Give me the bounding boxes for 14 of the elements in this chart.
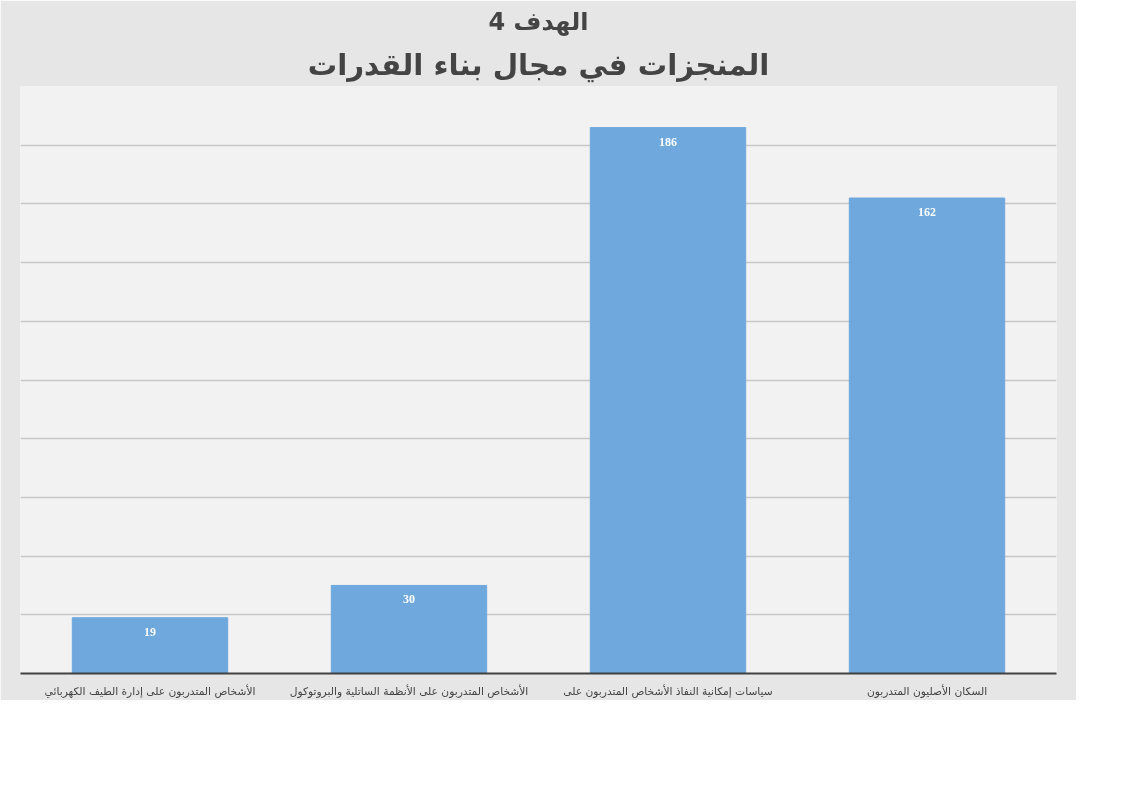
chart-title: الهدف 4 [488, 7, 589, 36]
x-tick-label: الأشخاص المتدربون على إدارة الطيف الكهربائي [44, 683, 256, 698]
data-label: 19 [144, 624, 156, 639]
data-label: 30 [403, 592, 415, 607]
bar [848, 197, 1006, 674]
bar [589, 127, 747, 674]
bar [71, 617, 229, 674]
chart-subtitle: المنجزات في مجال بناء القدرات [307, 47, 770, 83]
data-label: 162 [918, 205, 936, 220]
data-label: 186 [659, 134, 677, 149]
x-tick-label: الأشخاص المتدربون على الأنظمة الساتلية والبروتوكول [289, 683, 529, 698]
x-tick-label: سياسات إمكانية النفاذ الأشخاص المتدربون على [563, 683, 773, 698]
x-tick-label: السكان الأصليون المتدربون [866, 683, 988, 698]
bar [330, 584, 488, 674]
